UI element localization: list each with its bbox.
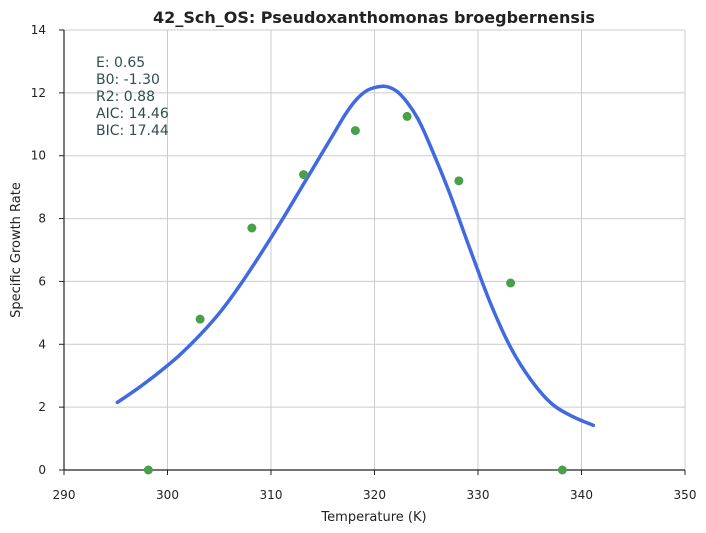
data-point [143, 465, 153, 475]
data-point [195, 314, 205, 324]
chart-title: 42_Sch_OS: Pseudoxanthomonas broegbernen… [153, 8, 595, 27]
y-ticks: 0 2 4 6 8 10 12 14 [31, 23, 64, 477]
x-ticks: 290 300 310 320 330 340 350 [53, 470, 697, 502]
observed-series [143, 111, 567, 475]
y-tick-label: 6 [38, 274, 46, 288]
grid [64, 29, 686, 470]
fit-series [115, 84, 596, 428]
stats-annotation: E: 0.65 B0: -1.30 R2: 0.88 AIC: 14.46 BI… [96, 55, 169, 139]
data-point [454, 176, 464, 186]
y-tick-label: 14 [31, 23, 46, 37]
x-tick-label: 350 [674, 488, 697, 502]
data-point [247, 223, 257, 233]
y-tick-label: 12 [31, 86, 46, 100]
data-point [299, 170, 309, 180]
x-tick-label: 300 [156, 488, 179, 502]
x-tick-label: 340 [570, 488, 593, 502]
y-tick-label: 4 [38, 337, 46, 351]
data-point [557, 465, 567, 475]
data-point [350, 126, 360, 136]
x-tick-label: 330 [467, 488, 490, 502]
stat-e: E: 0.65 [96, 55, 145, 71]
data-point [506, 278, 516, 288]
x-tick-label: 310 [260, 488, 283, 502]
x-tick-label: 290 [53, 488, 76, 502]
y-tick-label: 10 [31, 149, 46, 163]
stat-b0: B0: -1.30 [96, 72, 160, 88]
x-axis-label: Temperature (K) [320, 510, 426, 525]
y-tick-label: 2 [38, 400, 46, 414]
x-tick-label: 320 [363, 488, 386, 502]
y-tick-label: 0 [38, 463, 46, 477]
y-axis-label: Specific Growth Rate [9, 182, 24, 318]
stat-aic: AIC: 14.46 [96, 106, 169, 122]
stat-r2: R2: 0.88 [96, 89, 155, 105]
data-point [402, 111, 412, 121]
y-tick-label: 8 [38, 212, 46, 226]
stat-bic: BIC: 17.44 [96, 123, 169, 139]
fit-curve [115, 84, 596, 428]
